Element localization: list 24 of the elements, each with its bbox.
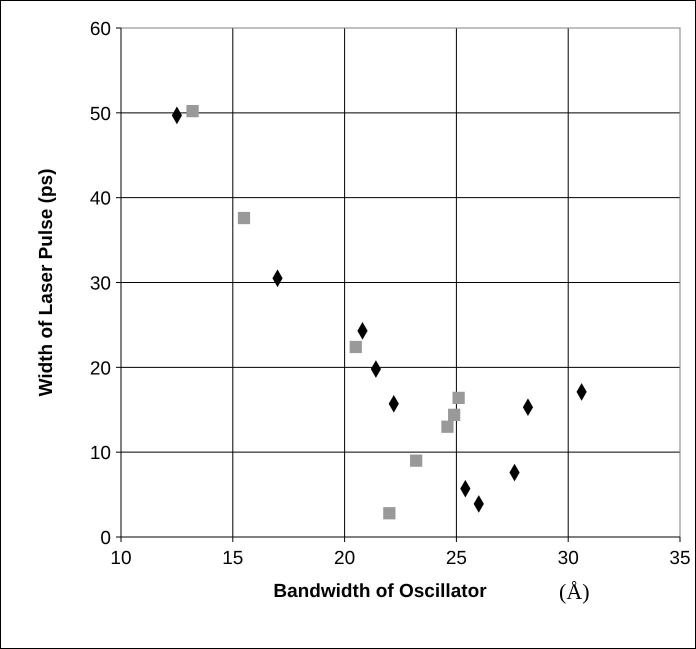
point <box>441 420 454 433</box>
y-tick-label: 40 <box>90 188 111 210</box>
point <box>350 340 362 354</box>
x-tick-label: 35 <box>669 548 691 569</box>
y-tick-label: 30 <box>90 274 111 294</box>
x-tick-label: 15 <box>222 548 244 569</box>
point <box>410 454 422 467</box>
point <box>448 408 460 421</box>
x-tick-label: 25 <box>446 548 467 569</box>
x-axis-title: Bandwidth of Oscillator <box>273 581 488 602</box>
x-tick-label: 20 <box>334 548 356 569</box>
y-tick-label: 60 <box>90 19 111 40</box>
x-tick-label: 30 <box>558 548 579 569</box>
y-tick-label: 0 <box>100 528 111 549</box>
point <box>238 212 250 224</box>
x-tick-label: 10 <box>110 548 132 569</box>
y-tick-label: 50 <box>90 104 111 125</box>
point <box>383 507 396 520</box>
y-tick-label: 20 <box>90 358 111 380</box>
y-tick-label: 10 <box>90 443 111 464</box>
text: (Å) <box>559 579 590 604</box>
point <box>186 105 199 118</box>
point <box>452 392 465 404</box>
y-axis-title: Width of Laser Pulse (ps) <box>36 168 57 396</box>
